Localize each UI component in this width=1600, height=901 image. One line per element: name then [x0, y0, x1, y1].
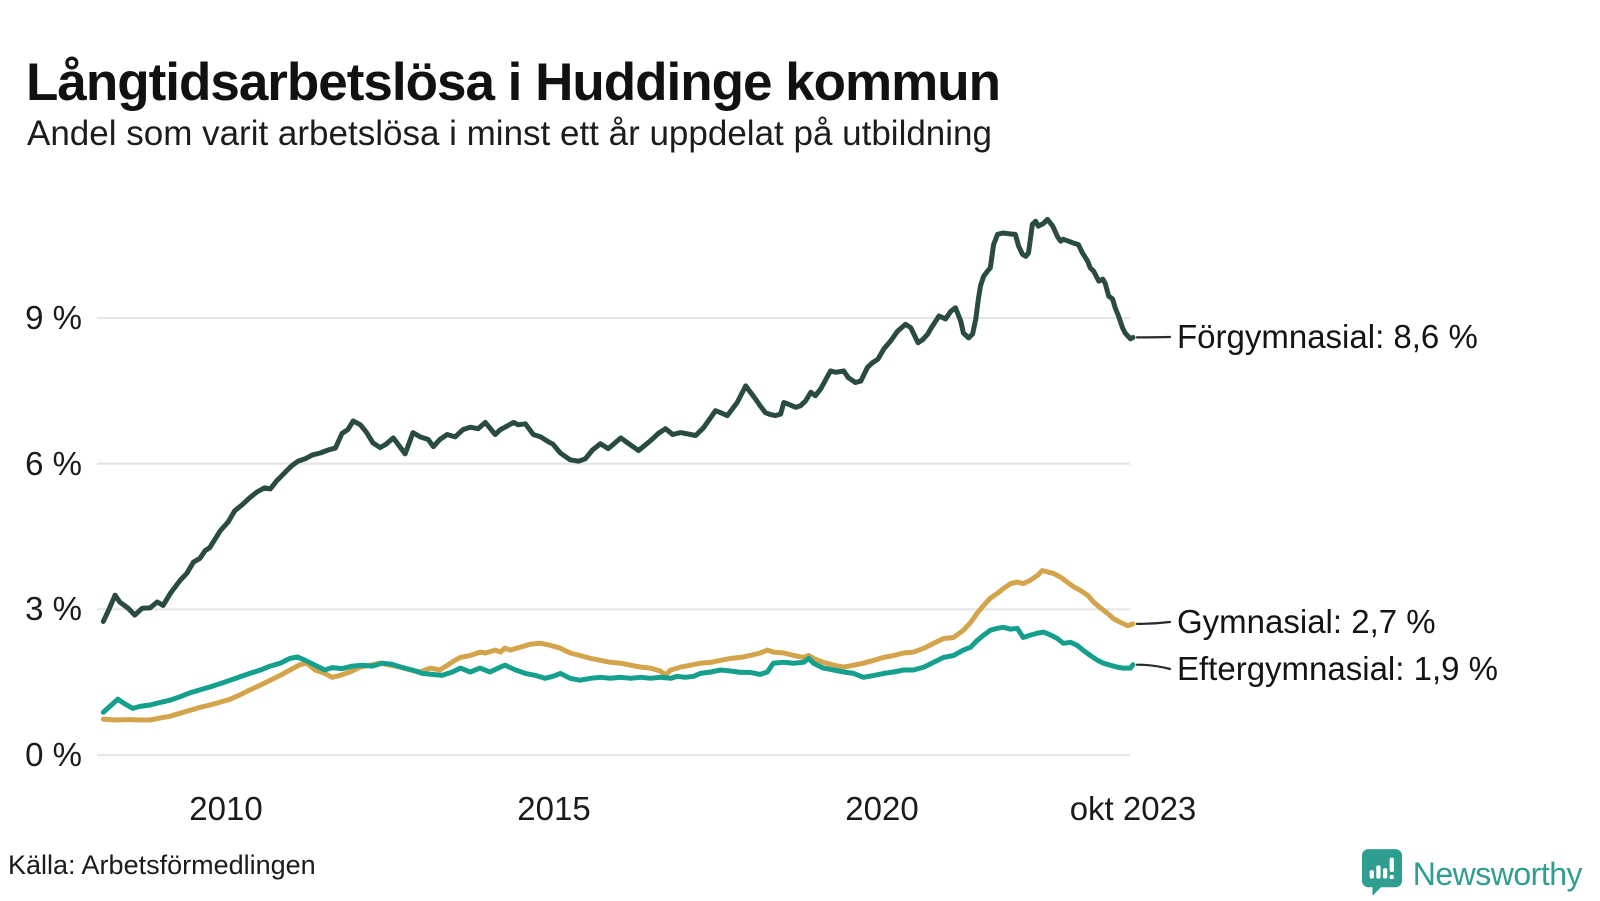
label-connector-gymnasial [1137, 622, 1170, 624]
newsworthy-wordmark: Newsworthy [1413, 856, 1582, 893]
x-axis-tick-okt-2023: okt 2023 [1038, 789, 1228, 829]
series-line-forgymnasial [103, 219, 1133, 621]
y-axis-tick-0: 0 % [6, 735, 82, 775]
newsworthy-bubble-chart-icon [1361, 848, 1403, 901]
y-axis-tick-6: 6 % [6, 444, 82, 484]
newsworthy-logo[interactable]: Newsworthy [1361, 848, 1582, 901]
x-axis-tick-2015: 2015 [484, 789, 624, 829]
x-axis-tick-2020: 2020 [812, 789, 952, 829]
series-line-eftergymnasial [103, 627, 1133, 712]
series-line-gymnasial [103, 571, 1133, 721]
series-label-gymnasial: Gymnasial: 2,7 % [1177, 602, 1436, 642]
source-credit: Källa: Arbetsförmedlingen [8, 850, 316, 881]
series-label-forgymnasial: Förgymnasial: 8,6 % [1177, 317, 1478, 357]
x-axis-tick-2010: 2010 [156, 789, 296, 829]
series-label-eftergymnasial: Eftergymnasial: 1,9 % [1177, 649, 1498, 689]
y-axis-tick-9: 9 % [6, 298, 82, 338]
y-axis-tick-3: 3 % [6, 589, 82, 629]
label-connector-eftergymnasial [1137, 665, 1170, 669]
